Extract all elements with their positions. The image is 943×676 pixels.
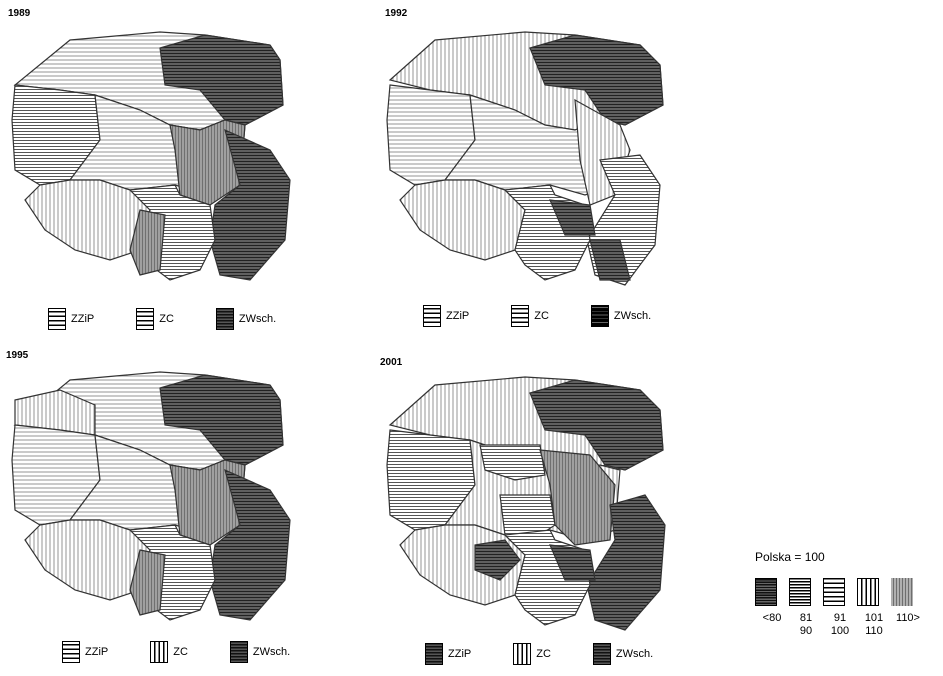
swatch-zc bbox=[136, 308, 155, 330]
swatch-zzip bbox=[425, 643, 443, 665]
legend-1995: ZZiP ZC ZWsch. bbox=[62, 641, 290, 663]
swatch-zzip bbox=[62, 641, 80, 663]
legend-item-zzip: ZZiP bbox=[425, 643, 471, 665]
swatch-zwsch bbox=[215, 308, 234, 330]
class-swatch-91-100 bbox=[823, 578, 845, 606]
legend-item-zc: ZC bbox=[513, 643, 551, 665]
swatch-zzip bbox=[48, 308, 66, 330]
map-2001 bbox=[386, 376, 666, 631]
legend-1992: ZZiP ZC ZWsch. bbox=[423, 305, 651, 327]
class-label: 110> bbox=[896, 612, 920, 624]
map-1995 bbox=[11, 371, 291, 621]
legend-labels: <80 81 90 91 100 101 110 110> bbox=[755, 612, 935, 638]
year-label: 2001 bbox=[380, 357, 403, 368]
year-label: 1989 bbox=[8, 8, 31, 19]
class-swatch-lt80 bbox=[755, 578, 777, 606]
swatch-zwsch bbox=[590, 305, 609, 327]
legend-item-zzip: ZZiP bbox=[48, 308, 94, 330]
year-label: 1995 bbox=[6, 350, 29, 361]
panel-1992: 1992 ZZiP ZC ZWsch. bbox=[375, 0, 675, 335]
swatch-zc bbox=[513, 643, 532, 665]
legend-item-zc: ZC bbox=[136, 308, 174, 330]
class-swatch-gt110 bbox=[891, 578, 913, 606]
legend-item-zwsch: ZWsch. bbox=[592, 643, 653, 665]
legend-item-zwsch: ZWsch. bbox=[215, 308, 276, 330]
panel-1995: 1995 ZZiP ZC ZWsch. bbox=[0, 345, 310, 675]
panel-2001: 2001 ZZiP ZC ZWsch. bbox=[375, 345, 685, 675]
legend-item-zzip: ZZiP bbox=[423, 305, 469, 327]
class-label: <80 bbox=[762, 612, 782, 624]
legend-1989: ZZiP ZC ZWsch. bbox=[48, 308, 276, 330]
map-1992 bbox=[386, 31, 664, 286]
class-swatch-101-110 bbox=[857, 578, 879, 606]
legend-item-zc: ZC bbox=[150, 641, 188, 663]
swatch-zc bbox=[511, 305, 530, 327]
map-1989 bbox=[11, 31, 291, 281]
legend-item-zwsch: ZWsch. bbox=[229, 641, 290, 663]
legend-swatches bbox=[755, 578, 935, 606]
class-label: 81 90 bbox=[799, 612, 813, 637]
class-label: 91 100 bbox=[830, 612, 850, 637]
class-legend: Polska = 100 <80 81 90 91 100 101 110 110> bbox=[755, 550, 935, 638]
class-swatch-81-90 bbox=[789, 578, 811, 606]
legend-title: Polska = 100 bbox=[755, 550, 825, 564]
class-label: 101 110 bbox=[864, 612, 884, 637]
swatch-zwsch bbox=[592, 643, 611, 665]
swatch-zwsch bbox=[229, 641, 248, 663]
swatch-zc bbox=[150, 641, 169, 663]
swatch-zzip bbox=[423, 305, 441, 327]
year-label: 1992 bbox=[385, 8, 408, 19]
panel-1989: 1989 ZZiP ZC ZWsch. bbox=[0, 0, 300, 335]
legend-item-zc: ZC bbox=[511, 305, 549, 327]
legend-item-zzip: ZZiP bbox=[62, 641, 108, 663]
legend-item-zwsch: ZWsch. bbox=[590, 305, 651, 327]
legend-2001: ZZiP ZC ZWsch. bbox=[425, 643, 653, 665]
